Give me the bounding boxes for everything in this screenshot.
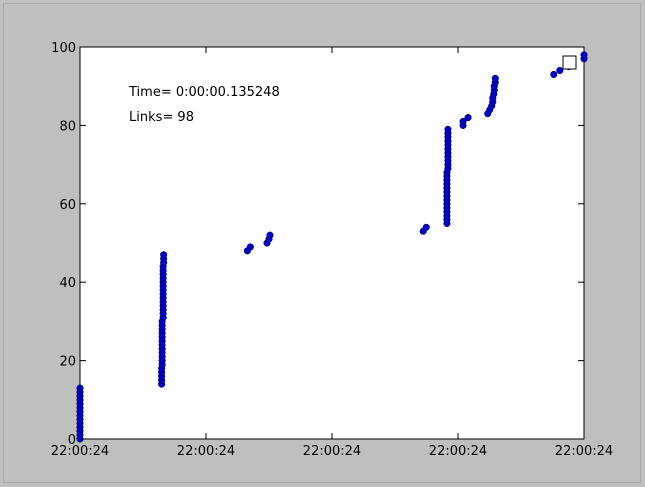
data-point [246, 243, 254, 251]
data-point [550, 70, 558, 78]
data-point [556, 66, 564, 75]
figure-window: 0 20 40 60 80 100 22:00:24 22:00:24 22:00:24 22:0… [3, 3, 641, 483]
y-tick-label: 80 [59, 119, 76, 134]
data-point [444, 125, 452, 133]
axis-ticks: 0 20 40 60 80 100 22:00:24 22:00:24 22:00:24 22:0… [51, 41, 613, 459]
x-tick-label: 22:00:24 [177, 444, 235, 459]
y-tick-label: 60 [59, 198, 76, 213]
time-annotation: Time= 0:00:00.135248 [128, 85, 280, 100]
legend-marker-box [562, 55, 577, 70]
data-points [76, 51, 588, 443]
y-tick-label: 0 [68, 433, 76, 448]
y-tick-label: 100 [51, 41, 76, 56]
data-point [422, 223, 430, 231]
links-annotation: Links= 98 [129, 110, 194, 125]
data-point [459, 117, 467, 126]
y-tick-label: 20 [59, 355, 76, 370]
scatter-chart: 0 20 40 60 80 100 22:00:24 22:00:24 22:00:24 22:0… [51, 41, 613, 459]
data-point [76, 384, 84, 392]
data-point [491, 74, 499, 82]
data-point [266, 231, 274, 239]
plot-area [79, 46, 585, 440]
y-tick-label: 40 [59, 276, 76, 291]
x-tick-label: 22:00:24 [429, 444, 487, 459]
x-tick-label: 22:00:24 [303, 444, 361, 459]
x-tick-label: 22:00:24 [555, 444, 613, 459]
x-tick-label: 22:00:24 [51, 444, 109, 459]
data-point [464, 114, 472, 122]
data-point [160, 251, 168, 259]
data-point [580, 51, 588, 59]
